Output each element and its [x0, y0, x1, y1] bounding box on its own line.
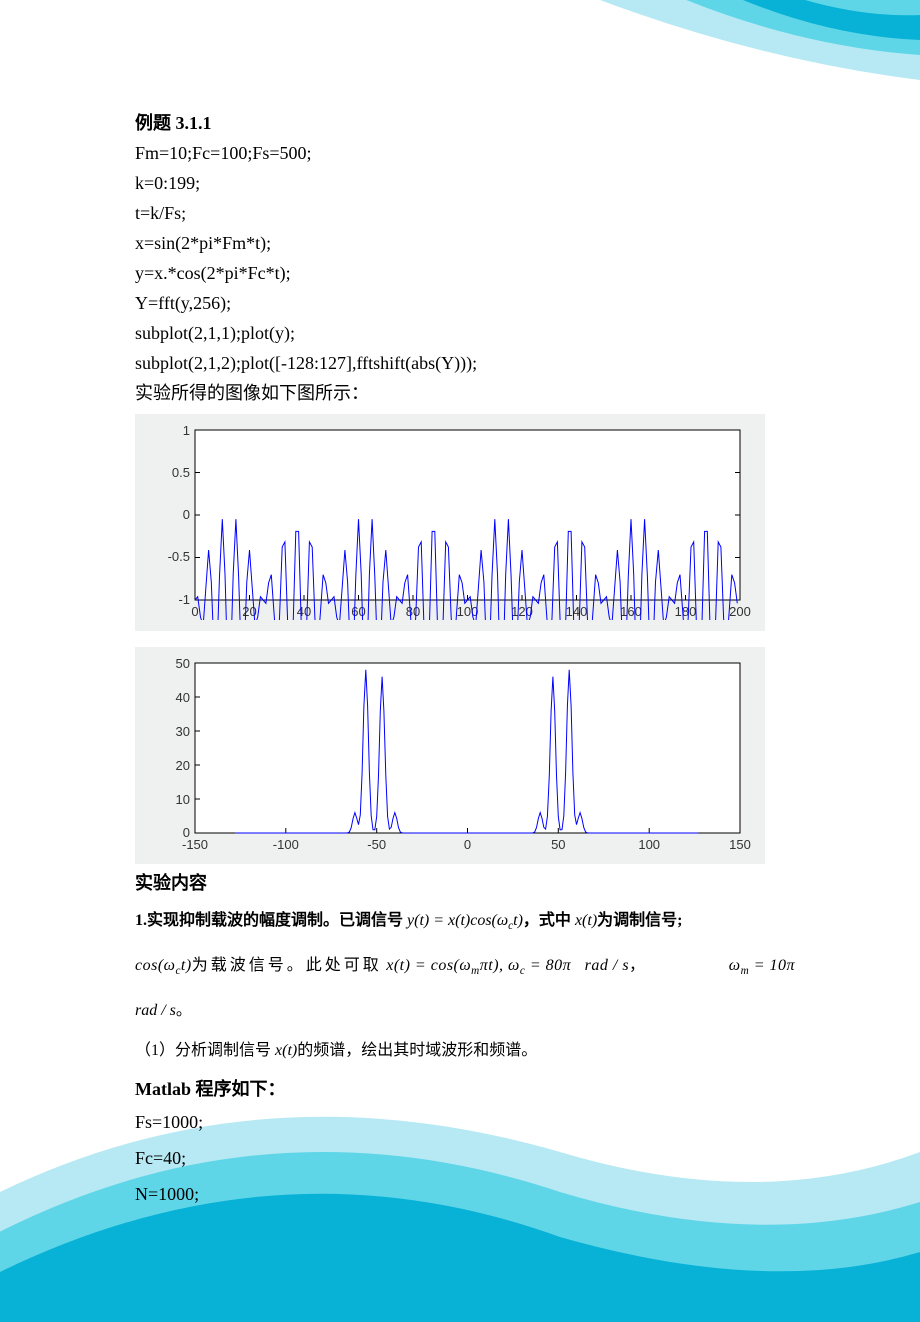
formula-x: x(t)	[575, 912, 597, 929]
code-line: Y=fft(y,256);	[135, 288, 795, 318]
code-line: x=sin(2*pi*Fm*t);	[135, 228, 795, 258]
svg-text:-0.5: -0.5	[168, 549, 190, 564]
matlab-heading: Matlab 程序如下：	[135, 1074, 795, 1104]
item-1-line2: cos(ωct)为载波信号。此处可取 x(t) = cos(ωmπt), ωc …	[135, 949, 795, 988]
svg-text:0: 0	[191, 604, 198, 619]
code-line: Fm=10;Fc=100;Fs=500;	[135, 138, 795, 168]
caption: 实验所得的图像如下图所示：	[135, 378, 795, 408]
t: 实现抑制载波的幅度调制。已调信号	[147, 912, 403, 929]
svg-text:0.5: 0.5	[172, 465, 190, 480]
svg-text:-100: -100	[273, 837, 299, 852]
svg-text:50: 50	[176, 656, 190, 671]
question-1: （1）分析调制信号 x(t)的频谱，绘出其时域波形和频谱。	[135, 1034, 795, 1068]
svg-text:80: 80	[406, 604, 420, 619]
svg-text:100: 100	[457, 604, 479, 619]
code-line: Fc=40;	[135, 1140, 795, 1176]
svg-text:40: 40	[176, 690, 190, 705]
omega-m: ωm = 10π	[729, 957, 795, 974]
svg-text:200: 200	[729, 604, 751, 619]
svg-text:-150: -150	[182, 837, 208, 852]
svg-text:180: 180	[675, 604, 697, 619]
svg-text:40: 40	[297, 604, 311, 619]
code-line: k=0:199;	[135, 168, 795, 198]
svg-text:0: 0	[183, 507, 190, 522]
chart-frequency-domain: 504030 20100 -150-100-50 050100 150	[135, 647, 765, 864]
svg-text:-1: -1	[178, 592, 190, 607]
code-line: Fs=1000;	[135, 1104, 795, 1140]
svg-text:0: 0	[464, 837, 471, 852]
chart-time-domain: 1 0.5 0 -0.5 -1 02040 6080100 120140160 …	[135, 414, 765, 631]
svg-text:50: 50	[551, 837, 565, 852]
svg-text:150: 150	[729, 837, 751, 852]
code-line: t=k/Fs;	[135, 198, 795, 228]
page-content: 例题 3.1.1 Fm=10;Fc=100;Fs=500; k=0:199; t…	[135, 108, 795, 1212]
code-line: N=1000;	[135, 1176, 795, 1212]
chart2-svg: 504030 20100 -150-100-50 050100 150	[145, 653, 755, 853]
formula-xt: x(t) = cos(ωmπt), ωc = 80π	[386, 957, 571, 974]
item-1: 1.实现抑制载波的幅度调制。已调信号 y(t) = x(t)cos(ωct)，式…	[135, 904, 795, 943]
code-line: y=x.*cos(2*pi*Fc*t);	[135, 258, 795, 288]
cos-wc: cos(ωct)	[135, 957, 192, 974]
svg-text:100: 100	[638, 837, 660, 852]
svg-text:10: 10	[176, 792, 190, 807]
formula-y: y(t) = x(t)cos(ωct)	[407, 912, 523, 929]
svg-text:140: 140	[566, 604, 588, 619]
code-line: subplot(2,1,2);plot([-128:127],fftshift(…	[135, 348, 795, 378]
svg-text:30: 30	[176, 724, 190, 739]
example-title: 例题 3.1.1	[135, 108, 795, 138]
svg-text:60: 60	[351, 604, 365, 619]
section-heading: 实验内容	[135, 868, 795, 898]
svg-text:120: 120	[511, 604, 533, 619]
chart1-svg: 1 0.5 0 -0.5 -1 02040 6080100 120140160 …	[145, 420, 755, 620]
svg-text:-50: -50	[367, 837, 386, 852]
title-number: 3.1.1	[176, 113, 212, 133]
code-line: subplot(2,1,1);plot(y);	[135, 318, 795, 348]
item-1-line3: rad / s。	[135, 994, 795, 1028]
item-num: 1.	[135, 912, 147, 929]
svg-text:160: 160	[620, 604, 642, 619]
title-label: 例题	[135, 113, 171, 133]
svg-text:20: 20	[176, 758, 190, 773]
svg-text:1: 1	[183, 423, 190, 438]
